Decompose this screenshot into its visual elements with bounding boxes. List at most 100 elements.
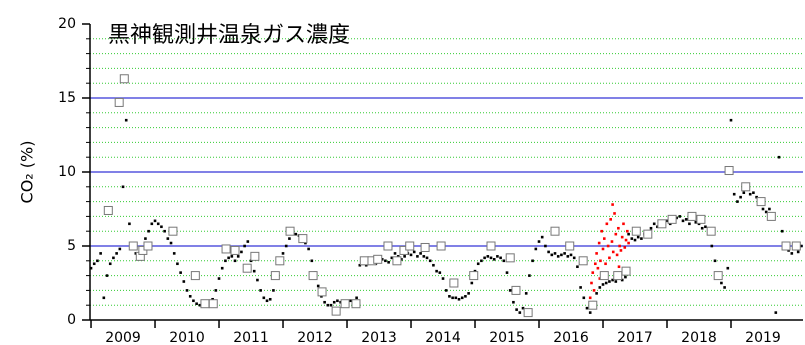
dot-marker <box>601 283 605 286</box>
dot-marker <box>748 192 752 196</box>
dot-marker <box>326 303 330 307</box>
square-marker <box>308 271 318 281</box>
dot-marker <box>281 252 285 255</box>
dot-marker <box>604 281 608 285</box>
square-marker <box>436 241 446 251</box>
dot-marker <box>627 232 630 236</box>
dot-marker <box>599 259 602 263</box>
dot-marker <box>531 259 534 263</box>
dot-marker <box>112 256 115 260</box>
dot-marker <box>547 250 550 254</box>
dot-marker <box>512 300 515 304</box>
square-marker <box>250 251 260 261</box>
x-tick-label: 2019 <box>745 330 781 345</box>
dot-marker <box>259 289 262 292</box>
y-tick-label: 0 <box>67 312 76 328</box>
dot-marker <box>615 253 619 257</box>
dot-marker <box>590 281 593 285</box>
dot-marker <box>496 255 499 258</box>
square-marker <box>128 241 138 251</box>
dot-marker <box>166 237 170 240</box>
dot-marker <box>537 240 541 243</box>
dot-marker <box>224 259 227 263</box>
square-marker <box>114 97 124 107</box>
square-marker <box>275 256 285 266</box>
dot-marker <box>572 256 576 260</box>
dot-marker <box>435 269 438 273</box>
square-marker <box>392 256 402 266</box>
dot-marker <box>768 207 771 211</box>
dot-marker <box>233 259 237 263</box>
square-marker <box>696 214 706 224</box>
square-marker <box>420 242 430 252</box>
dot-marker <box>92 262 96 266</box>
square-marker <box>359 256 369 266</box>
square-marker <box>405 241 415 251</box>
dot-marker <box>774 311 778 314</box>
dot-marker <box>336 299 339 303</box>
dot-marker <box>560 253 563 257</box>
x-tick-label: 2009 <box>105 330 141 345</box>
dot-marker <box>681 219 685 223</box>
dot-marker <box>611 250 615 254</box>
dot-marker <box>268 297 272 301</box>
dot-marker <box>460 296 464 300</box>
dot-marker <box>623 246 627 249</box>
dot-marker <box>604 262 607 266</box>
dot-marker <box>227 256 230 260</box>
dot-marker <box>425 256 429 260</box>
y-tick-label: 15 <box>58 90 76 106</box>
dot-marker <box>428 259 432 263</box>
dot-marker <box>595 252 598 255</box>
dot-marker <box>172 252 176 255</box>
square-marker <box>351 299 361 309</box>
dot-marker <box>619 249 623 252</box>
square-marker <box>687 211 697 221</box>
x-tick-label: 2012 <box>297 330 333 345</box>
square-marker <box>781 241 791 251</box>
dot-marker <box>163 229 166 233</box>
dot-marker <box>761 207 765 211</box>
square-marker <box>317 287 327 297</box>
square-marker <box>298 234 308 244</box>
dot-marker <box>332 300 336 304</box>
square-marker <box>190 271 200 281</box>
square-marker <box>208 299 218 309</box>
dot-marker <box>595 292 598 295</box>
dot-marker <box>192 299 195 303</box>
dot-marker <box>720 281 723 285</box>
dot-marker <box>726 266 730 270</box>
dot-marker <box>236 255 240 258</box>
dot-marker <box>588 296 592 300</box>
dot-marker <box>617 226 620 230</box>
dot-marker <box>182 280 186 283</box>
dot-marker <box>348 299 352 303</box>
dot-marker <box>153 219 157 223</box>
dot-marker <box>684 218 688 221</box>
dot-marker <box>601 247 605 251</box>
dot-marker <box>544 244 547 248</box>
dot-marker <box>329 303 333 307</box>
dot-marker <box>579 286 582 289</box>
dot-marker <box>605 222 609 226</box>
x-tick-label: 2014 <box>425 330 461 345</box>
square-marker <box>667 214 677 224</box>
square-marker <box>599 271 609 281</box>
dot-marker <box>592 289 596 292</box>
dot-marker <box>480 259 483 263</box>
dot-marker <box>438 271 442 274</box>
chart-title: 黒神観測井温泉ガス濃度 <box>108 23 350 48</box>
dot-marker <box>454 296 458 300</box>
square-marker <box>657 219 667 229</box>
dot-marker <box>569 253 573 257</box>
dot-marker <box>609 218 612 221</box>
dot-marker <box>528 274 531 277</box>
dot-marker <box>179 271 182 274</box>
dot-marker <box>556 255 560 258</box>
dot-marker <box>403 255 406 258</box>
dot-marker <box>732 192 736 196</box>
dot-marker <box>470 281 474 285</box>
square-marker <box>791 241 801 251</box>
dot-marker <box>613 212 616 215</box>
